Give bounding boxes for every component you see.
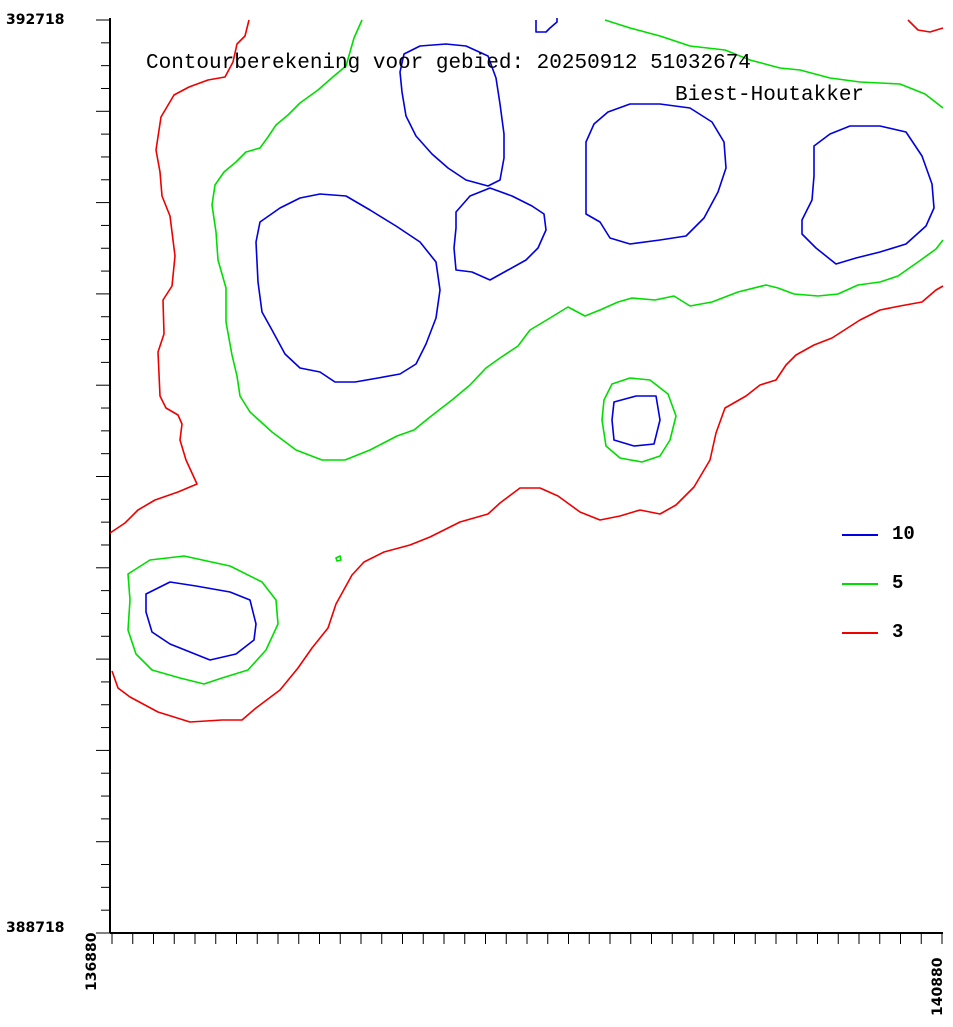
contour-10-sw-island xyxy=(145,581,257,661)
contour-5-mid-island xyxy=(601,377,677,463)
contour-5-dot xyxy=(335,555,342,562)
contour-3-east xyxy=(111,285,944,723)
chart-subtitle: Biest-Houtakker xyxy=(675,84,865,107)
chart-title: Contourberekening voor gebied: 20250912 … xyxy=(146,52,751,75)
contour-10-north xyxy=(399,43,505,187)
contour-3-west xyxy=(109,19,250,534)
contour-10-east xyxy=(585,103,727,245)
x-tick-label-right: 140880 xyxy=(930,957,946,1016)
contour-lines xyxy=(109,18,944,723)
y-tick-label-top: 392718 xyxy=(6,12,65,28)
legend-label-5: 5 xyxy=(892,572,904,594)
legend-label-10: 10 xyxy=(892,523,915,545)
axes xyxy=(96,18,943,944)
y-tick-label-bottom: 388718 xyxy=(6,920,65,936)
legend-label-3: 3 xyxy=(892,621,904,643)
contour-10-far-east xyxy=(801,125,935,265)
contour-3-ne xyxy=(907,19,944,33)
contour-10-large xyxy=(255,193,441,383)
contour-10-mid-island xyxy=(611,395,661,447)
legend xyxy=(842,534,878,634)
contour-5-main xyxy=(211,19,944,461)
x-tick-label-left: 136880 xyxy=(84,932,100,991)
contour-5-ne xyxy=(604,19,944,109)
contour-10-top xyxy=(535,18,558,33)
contour-5-sw-island xyxy=(127,555,279,685)
contour-10-mid xyxy=(453,187,547,281)
